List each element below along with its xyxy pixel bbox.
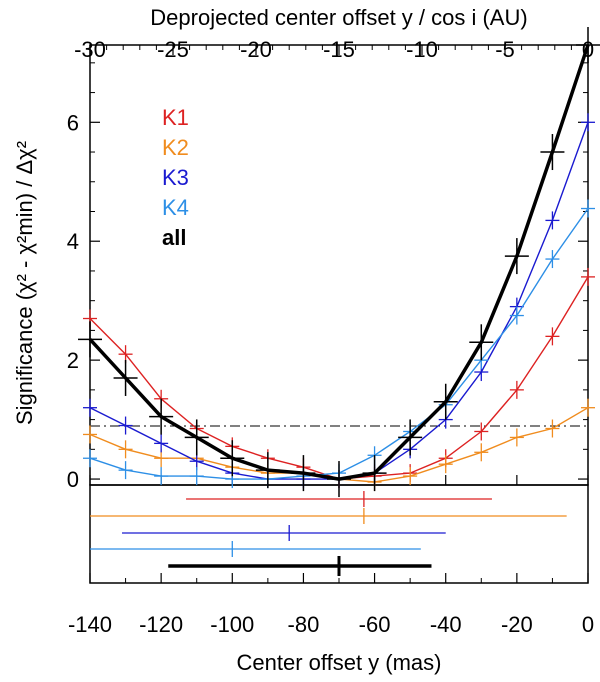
top-tick-label: -30: [74, 37, 106, 62]
x-axis-ticks: -140 -120 -100 -80 -60 -40 -20 0: [68, 475, 594, 637]
x-tick-label: -40: [430, 612, 462, 637]
top-tick-label: -25: [157, 37, 189, 62]
y-tick-label: 2: [67, 348, 79, 373]
top-tick-label: -5: [495, 37, 515, 62]
top-tick-label: -15: [323, 37, 355, 62]
x-tick-label: 0: [582, 612, 594, 637]
x-tick-label: -20: [501, 612, 533, 637]
y-tick-label: 6: [67, 110, 79, 135]
legend-all: all: [162, 225, 186, 250]
x-axis-title: Center offset y (mas): [237, 650, 442, 675]
top-tick-label: -10: [406, 37, 438, 62]
top-axis-title: Deprojected center offset y / cos i (AU): [150, 5, 527, 30]
x-tick-label: -100: [210, 612, 254, 637]
y-tick-label: 0: [67, 467, 79, 492]
x-tick-label: -140: [68, 612, 112, 637]
top-axis-ticks: -30 -25 -20 -15 -10 -5 0: [74, 37, 594, 62]
y-axis-ticks: 0 2 4 6: [67, 62, 588, 492]
x-tick-label: -120: [139, 612, 183, 637]
y-tick-label: 4: [67, 229, 79, 254]
x-tick-label: -60: [359, 612, 391, 637]
legend-k2: K2: [162, 135, 189, 160]
legend: K1 K2 K3 K4 all: [162, 105, 189, 250]
series-lines: [78, 27, 600, 498]
top-tick-label: -20: [240, 37, 272, 62]
x-tick-label: -80: [288, 612, 320, 637]
legend-k4: K4: [162, 195, 189, 220]
legend-k3: K3: [162, 165, 189, 190]
best-fit-summary: [90, 491, 567, 576]
legend-k1: K1: [162, 105, 189, 130]
y-axis-title: Significance (χ² - χ²min) / Δχ²: [12, 141, 37, 425]
